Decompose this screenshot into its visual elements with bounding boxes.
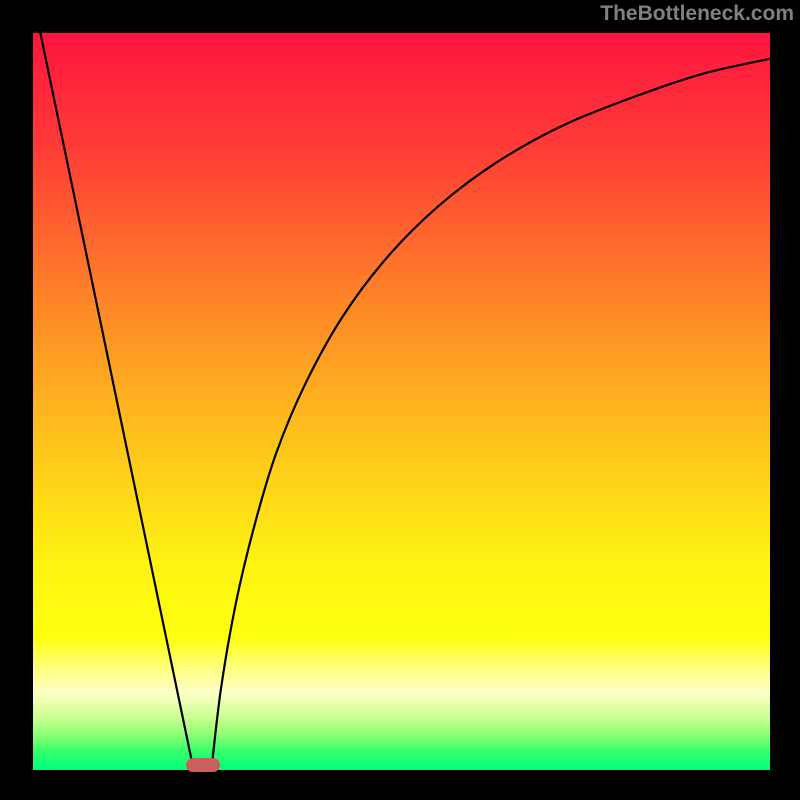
chart-container: TheBottleneck.com — [0, 0, 800, 800]
bottleneck-marker — [186, 758, 220, 772]
curve-svg — [33, 33, 770, 770]
plot-area — [33, 33, 770, 770]
watermark-text: TheBottleneck.com — [600, 2, 794, 26]
bottleneck-curve — [40, 33, 770, 770]
